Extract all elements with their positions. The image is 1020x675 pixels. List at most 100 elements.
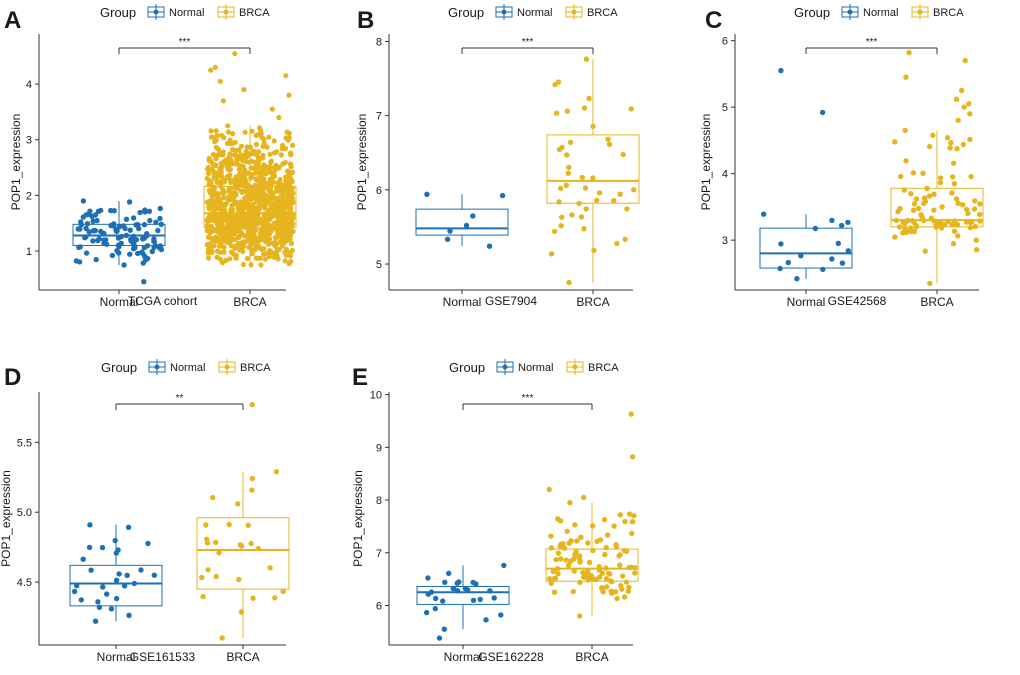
data-point: [235, 501, 241, 507]
data-point: [135, 222, 141, 228]
data-point: [288, 258, 294, 265]
y-tick-label: 5: [722, 102, 728, 114]
data-point: [623, 579, 630, 585]
data-point: [95, 208, 102, 215]
data-point: [972, 223, 979, 230]
data-point: [256, 237, 262, 243]
data-point: [967, 111, 973, 117]
data-point: [211, 227, 217, 233]
data-point: [955, 117, 961, 124]
data-point: [242, 195, 248, 201]
data-point: [432, 605, 438, 612]
data-point: [157, 205, 163, 212]
legend-label-normal: Normal: [169, 7, 204, 19]
data-point: [250, 595, 256, 601]
data-point: [444, 236, 451, 242]
data-point: [565, 562, 572, 569]
data-point: [243, 180, 249, 186]
legend-point: [154, 364, 160, 370]
data-point: [219, 178, 225, 185]
data-point: [617, 562, 623, 568]
data-point: [548, 533, 554, 539]
data-point: [288, 201, 294, 207]
data-point: [76, 244, 82, 251]
data-point: [583, 206, 589, 212]
data-point: [223, 227, 229, 233]
points-normal: [73, 198, 165, 285]
data-point: [209, 248, 215, 254]
data-point: [248, 158, 254, 164]
data-point: [223, 236, 229, 242]
data-point: [214, 248, 220, 254]
data-point: [208, 67, 214, 73]
data-point: [257, 181, 263, 187]
data-point: [220, 98, 226, 104]
data-point: [819, 109, 826, 116]
data-point: [216, 550, 222, 556]
data-point: [123, 232, 130, 239]
data-point: [273, 469, 280, 475]
data-point: [267, 185, 273, 191]
data-point: [620, 151, 626, 158]
data-point: [253, 255, 259, 261]
legend-title: Group: [449, 360, 485, 375]
data-point: [937, 179, 944, 186]
y-tick-label: 7: [376, 548, 382, 560]
data-point: [218, 183, 224, 189]
data-point: [470, 579, 476, 586]
data-point: [95, 237, 101, 244]
panel-label: C: [705, 7, 722, 34]
data-point: [241, 218, 247, 224]
legend-label-normal: Normal: [518, 362, 553, 374]
data-point: [249, 401, 255, 408]
data-point: [109, 252, 116, 259]
data-point: [958, 87, 965, 94]
data-point: [238, 609, 245, 615]
x-axis-title: GSE161533: [130, 650, 196, 664]
data-point: [278, 216, 284, 222]
box-normal: [416, 562, 510, 641]
data-point: [247, 244, 253, 250]
legend: Group Normal BRCA: [448, 4, 618, 20]
legend-point: [224, 364, 230, 370]
y-tick-label: 3: [26, 135, 32, 147]
legend: Group Normal BRCA: [794, 4, 964, 20]
data-point: [227, 151, 233, 158]
data-point: [94, 217, 100, 224]
data-point: [941, 221, 948, 228]
data-point: [258, 262, 264, 268]
data-point: [142, 209, 148, 215]
data-point: [566, 164, 572, 171]
data-point: [611, 197, 617, 204]
data-point: [141, 222, 148, 228]
significance-label: ***: [179, 37, 191, 48]
data-point: [231, 231, 237, 237]
data-point: [258, 174, 265, 180]
points-brca: [892, 49, 983, 287]
legend-label-normal: Normal: [863, 7, 898, 19]
points-normal: [761, 67, 851, 282]
data-point: [579, 174, 585, 181]
data-point: [248, 262, 254, 268]
data-point: [626, 511, 633, 517]
data-point: [893, 217, 900, 224]
data-point: [450, 585, 456, 592]
data-point: [250, 185, 256, 191]
y-axis-title: POP1_expression: [0, 470, 13, 567]
data-point: [239, 183, 246, 189]
data-point: [812, 225, 819, 232]
points-normal: [424, 191, 506, 249]
data-point: [157, 243, 164, 249]
data-point: [214, 133, 220, 139]
data-point: [241, 87, 247, 93]
box-normal: [69, 522, 163, 624]
data-point: [938, 225, 945, 231]
legend-point: [847, 9, 853, 15]
data-point: [222, 202, 228, 208]
data-point: [290, 190, 296, 196]
data-point: [572, 551, 578, 558]
data-point: [78, 219, 84, 225]
y-tick-label: 5.0: [17, 507, 32, 519]
legend-point: [153, 9, 159, 15]
data-point: [761, 211, 767, 217]
